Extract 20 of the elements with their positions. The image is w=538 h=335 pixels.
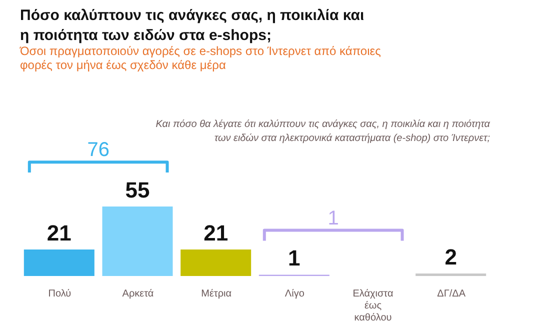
text: Και πόσο θα λέγατε ότι καλύπτουν τις ανάγκες σας, η ποικιλία και η ποιότητα των ειδών στα ηλεκτρονικά καταστήματα (e-shop) στο Ίντερνετ;	[156, 119, 490, 144]
bar	[102, 206, 173, 276]
data-label: 55	[125, 178, 150, 203]
data-label: 2	[444, 244, 457, 270]
x-tick-label: ΔΓ/ΔΑ	[437, 288, 466, 300]
x-tick-label: Πολύ	[48, 288, 72, 300]
bar	[180, 249, 252, 276]
bar	[24, 249, 94, 276]
chart-subtitle: Όσοι πραγματοποιούν αγορές σε e-shops στο Ίντερνετ από κάποιες φορές τον μήνα έως σχεδόν κάθε μέρα	[19, 44, 382, 72]
x-tick-label: Λίγο	[284, 288, 305, 300]
annotation: 1	[328, 207, 339, 230]
data-label: 21	[204, 220, 228, 246]
text: 76	[87, 139, 110, 162]
x-tick-label: Μέτρια	[201, 288, 232, 300]
x-tick-label: Αρκετά	[122, 288, 154, 300]
bar	[416, 273, 486, 276]
data-label: 21	[46, 220, 72, 246]
data-label: 1	[288, 246, 300, 271]
x-tick-label: Ελάχιστα έως καθόλου	[352, 288, 394, 324]
chart-title: Πόσο καλύπτουν τις ανάγκες σας, η ποικιλία και η ποιότητα των ειδών στα e-shops;	[20, 7, 364, 44]
